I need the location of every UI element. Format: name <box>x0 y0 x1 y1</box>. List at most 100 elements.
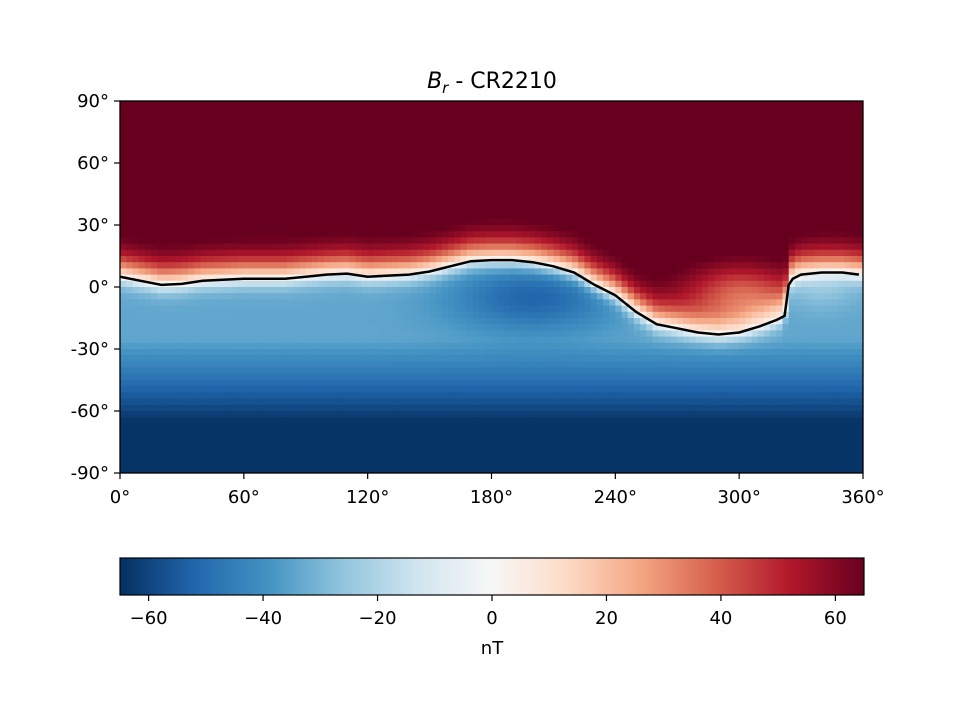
heatmap-cell <box>250 256 257 263</box>
heatmap-cell <box>163 169 171 176</box>
heatmap-cell <box>274 156 282 164</box>
heatmap-cell <box>367 287 375 294</box>
heatmap-cell <box>528 287 536 294</box>
heatmap-cell <box>342 175 350 183</box>
heatmap-cell <box>602 113 610 121</box>
heatmap-cell <box>578 318 585 325</box>
heatmap-cell <box>646 324 654 331</box>
heatmap-cell <box>175 299 183 307</box>
heatmap-cell <box>763 212 771 220</box>
heatmap-cell <box>757 119 765 127</box>
heatmap-cell <box>188 318 195 325</box>
heatmap-cell <box>510 206 517 214</box>
heatmap-cell <box>807 212 815 220</box>
heatmap-cell <box>454 125 462 133</box>
heatmap-cell <box>652 342 660 350</box>
heatmap-cell <box>547 355 555 362</box>
heatmap-cell <box>373 293 381 300</box>
heatmap-cell <box>324 194 332 201</box>
heatmap-cell <box>417 113 424 121</box>
heatmap-cell <box>757 293 765 300</box>
heatmap-cell <box>739 280 746 288</box>
heatmap-cell <box>770 237 777 245</box>
heatmap-cell <box>311 318 319 325</box>
heatmap-cell <box>677 200 685 207</box>
heatmap-cell <box>342 336 350 344</box>
heatmap-cell <box>268 119 276 127</box>
heatmap-cell <box>596 132 604 139</box>
heatmap-cell <box>708 349 715 356</box>
heatmap-cell <box>479 311 486 319</box>
heatmap-cell <box>398 330 406 338</box>
heatmap-cell <box>132 349 140 356</box>
heatmap-cell <box>658 268 666 276</box>
heatmap-cell <box>609 256 616 263</box>
heatmap-cell <box>671 330 678 338</box>
heatmap-cell <box>150 336 158 344</box>
heatmap-cell <box>838 342 846 350</box>
heatmap-cell <box>435 163 443 170</box>
heatmap-cell <box>157 225 164 232</box>
heatmap-cell <box>200 336 208 344</box>
heatmap-cell <box>355 101 363 108</box>
heatmap-cell <box>571 156 579 164</box>
heatmap-cell <box>596 287 604 294</box>
heatmap-cell <box>695 256 703 263</box>
heatmap-cell <box>417 280 424 288</box>
heatmap-cell <box>472 225 480 232</box>
heatmap-cell <box>361 212 369 220</box>
heatmap-cell <box>311 249 319 257</box>
heatmap-cell <box>256 132 264 139</box>
heatmap-cell <box>318 212 325 220</box>
heatmap-cell <box>373 181 381 189</box>
heatmap-cell <box>361 101 369 108</box>
heatmap-cell <box>491 138 499 145</box>
heatmap-cell <box>751 342 759 350</box>
heatmap-cell <box>460 256 468 263</box>
heatmap-cell <box>832 206 839 214</box>
heatmap-cell <box>280 342 288 350</box>
heatmap-cell <box>386 163 394 170</box>
heatmap-cell <box>448 280 455 288</box>
heatmap-cell <box>212 262 220 269</box>
heatmap-cell <box>485 113 493 121</box>
heatmap-cell <box>200 280 208 288</box>
heatmap-cell <box>175 194 183 201</box>
heatmap-cell <box>324 293 332 300</box>
heatmap-cell <box>708 262 715 269</box>
heatmap-cell <box>609 119 616 127</box>
heatmap-cell <box>250 311 257 319</box>
heatmap-cell <box>342 280 350 288</box>
heatmap-cell <box>429 218 437 226</box>
heatmap-cell <box>844 218 852 226</box>
heatmap-cell <box>367 101 375 108</box>
heatmap-cell <box>280 163 288 170</box>
heatmap-cell <box>516 262 524 269</box>
heatmap-cell <box>689 268 697 276</box>
heatmap-cell <box>491 324 499 331</box>
heatmap-cell <box>305 156 313 164</box>
heatmap-cell <box>367 256 375 263</box>
heatmap-cell <box>621 125 629 133</box>
heatmap-cell <box>398 305 406 313</box>
heatmap-cell <box>578 169 585 176</box>
heatmap-cell <box>479 125 486 133</box>
heatmap-cell <box>838 336 846 344</box>
heatmap-cell <box>745 156 753 164</box>
heatmap-cell <box>658 274 666 282</box>
heatmap-cell <box>355 156 363 164</box>
heatmap-cell <box>256 156 264 164</box>
heatmap-cell <box>553 225 561 232</box>
heatmap-cell <box>417 212 424 220</box>
heatmap-cell <box>144 349 152 356</box>
heatmap-cell <box>751 318 759 325</box>
heatmap-cell <box>633 243 641 251</box>
heatmap-cell <box>522 237 530 245</box>
heatmap-cell <box>813 299 821 307</box>
heatmap-cell <box>454 119 462 127</box>
heatmap-cell <box>299 113 307 121</box>
heatmap-cell <box>534 132 542 139</box>
heatmap-cell <box>311 132 319 139</box>
heatmap-cell <box>132 212 140 220</box>
heatmap-cell <box>825 225 833 232</box>
